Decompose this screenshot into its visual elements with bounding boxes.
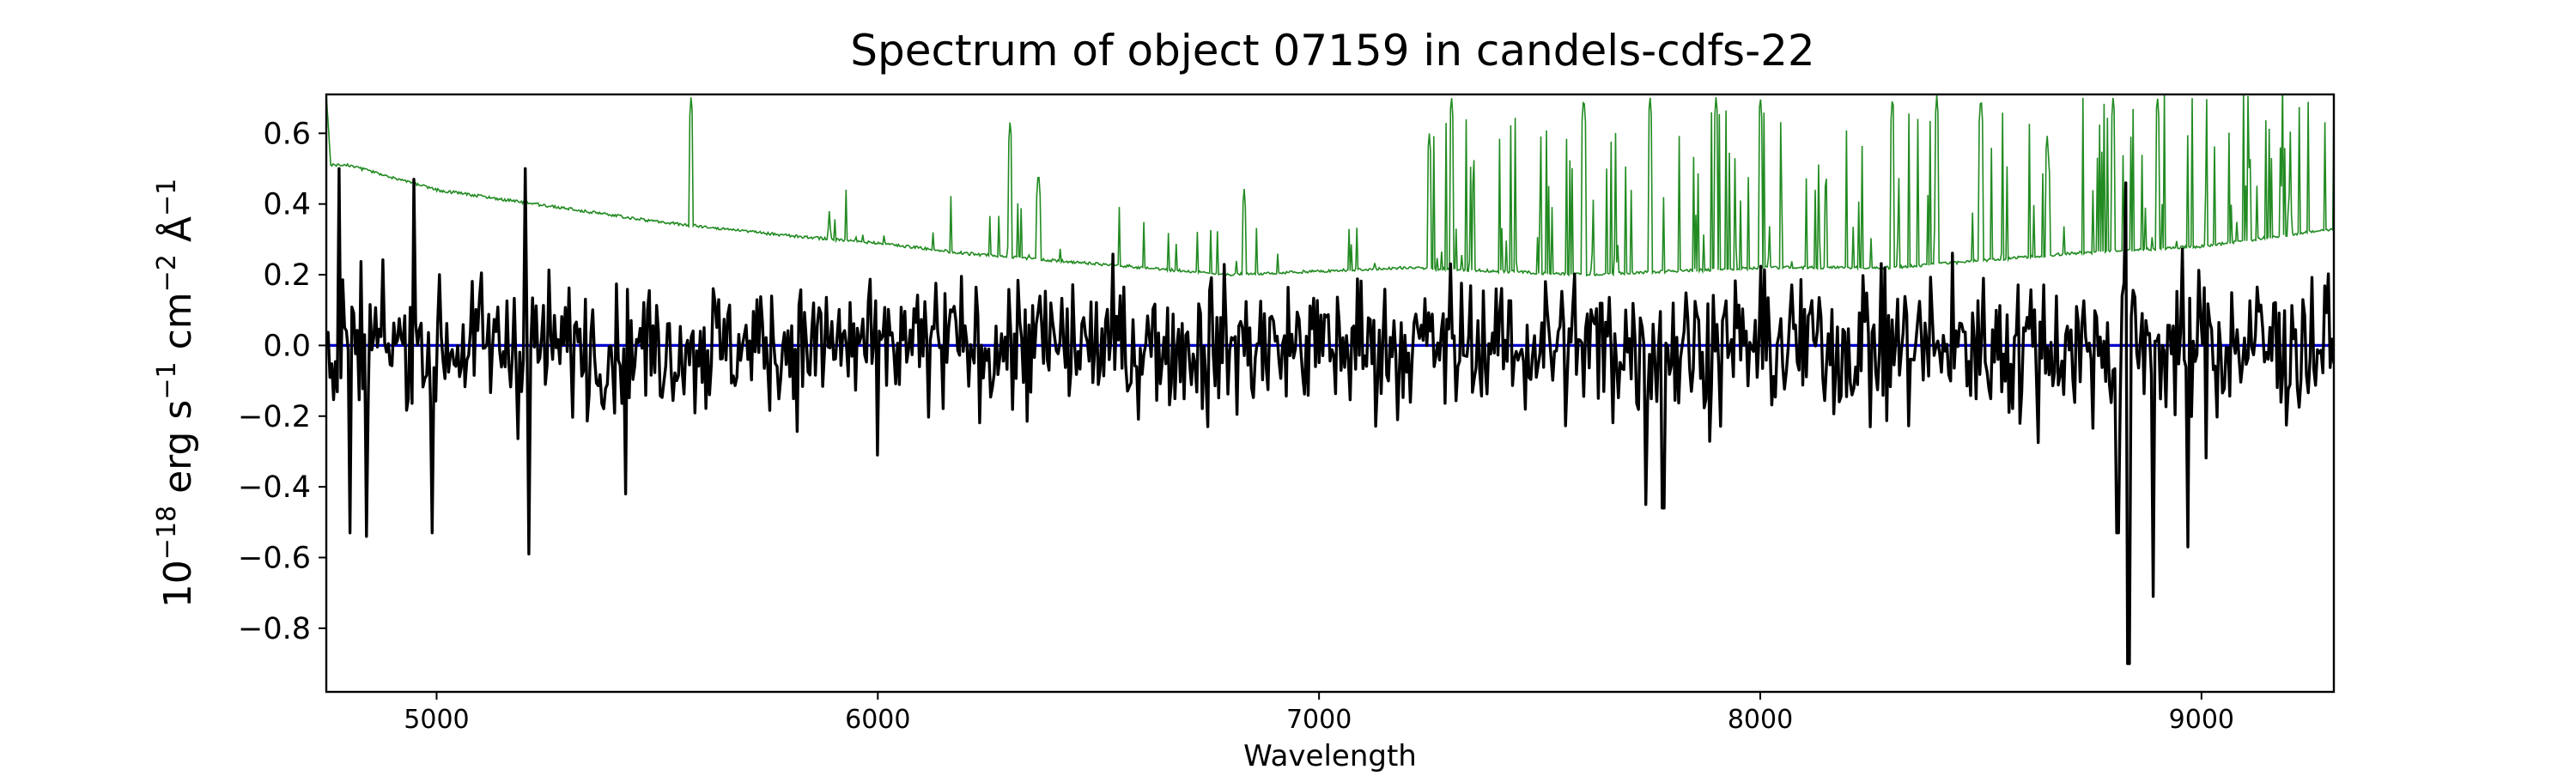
plot-frame [325, 93, 2336, 694]
error-spectrum-line [326, 94, 2334, 277]
y-label-base: 10 [156, 560, 200, 608]
y-tick-label: 0.4 [263, 188, 311, 222]
y-tick-label: 0.0 [263, 329, 311, 363]
y-label-unit1: erg s [156, 400, 200, 506]
chart-title: Spectrum of object 07159 in candels-cdfs… [850, 26, 1815, 76]
y-label-exp1: −1 [152, 361, 182, 399]
y-axis-label: 10−18 erg s−1 cm−2 Å−1 [152, 179, 200, 608]
x-axis-label: Wavelength [1243, 739, 1417, 773]
flux-spectrum-line [326, 167, 2334, 665]
x-tick-label: 8000 [1728, 705, 1793, 735]
x-tick-label: 6000 [845, 705, 910, 735]
y-tick-label: 0.2 [263, 258, 311, 293]
y-label-exp2: −2 [152, 254, 182, 292]
y-tick-label: −0.8 [238, 612, 311, 646]
x-tick-label: 5000 [404, 705, 469, 735]
y-tick-label: 0.6 [263, 117, 311, 151]
y-label-unit3: Å [155, 216, 200, 254]
x-axis: 5000 6000 7000 8000 9000 [404, 692, 2234, 735]
plot-area [326, 94, 2334, 665]
y-tick-label: −0.4 [238, 470, 311, 505]
series-layer [326, 94, 2334, 665]
y-label-exp3: −1 [152, 179, 182, 216]
y-label-unit2: cm [156, 292, 200, 361]
y-tick-label: −0.2 [238, 400, 311, 434]
y-axis: −0.8 −0.6 −0.4 −0.2 0.0 0.2 0.4 0.6 [238, 117, 326, 646]
y-label-exp-main: −18 [152, 506, 182, 560]
x-tick-label: 7000 [1286, 705, 1352, 735]
y-tick-label: −0.6 [238, 542, 311, 576]
x-tick-label: 9000 [2169, 705, 2234, 735]
